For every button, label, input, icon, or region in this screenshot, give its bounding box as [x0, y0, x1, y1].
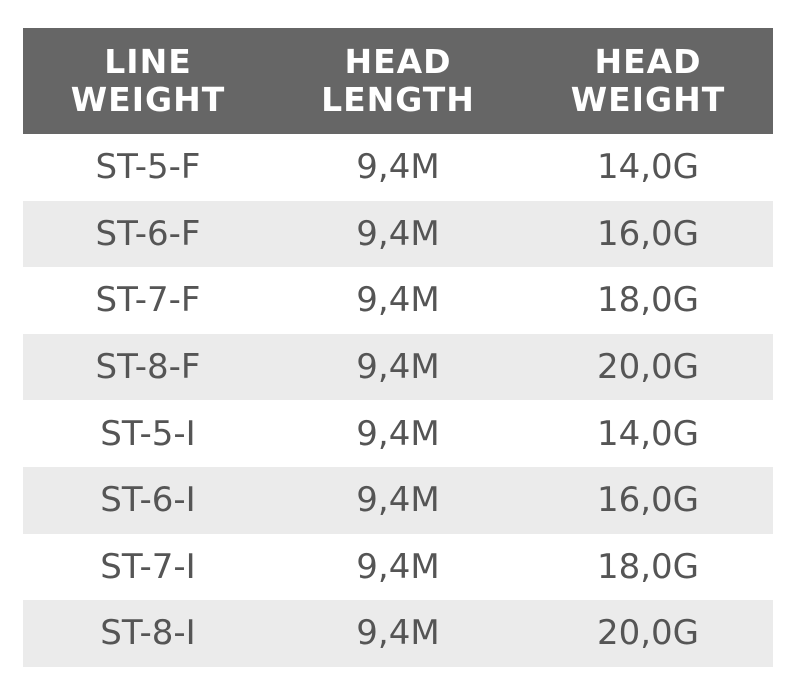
table-row: ST-6-F 9,4M 16,0G [23, 200, 773, 268]
head-length-cell: 9,4M [273, 600, 523, 667]
header-line2: WEIGHT [70, 80, 226, 119]
head-weight-cell: 14,0G [596, 413, 700, 454]
table-row: ST-5-I 9,4M 14,0G [23, 400, 773, 467]
line-weight-cell: ST-7-F [95, 280, 201, 321]
line-weight-cell: ST-5-I [100, 413, 196, 454]
head-length-cell: 9,4M [356, 280, 440, 321]
header-head-weight: HEAD WEIGHT [523, 28, 773, 134]
line-weight-cell: ST-8-I [23, 600, 273, 667]
head-weight-cell: 18,0G [596, 280, 700, 321]
table-row: ST-8-I 9,4M 20,0G [23, 600, 773, 667]
header-line2: LENGTH [321, 80, 475, 119]
head-weight-cell: 18,0G [596, 546, 700, 587]
head-length-cell: 9,4M [356, 546, 440, 587]
line-weight-cell: ST-8-F [23, 333, 273, 401]
header-head-length: HEAD LENGTH [273, 28, 523, 134]
header-line1: HEAD [344, 42, 452, 81]
line-weight-cell: ST-6-I [23, 466, 273, 534]
head-weight-cell: 16,0G [523, 200, 773, 268]
header-line2: WEIGHT [570, 80, 726, 119]
header-line1: HEAD [594, 42, 702, 81]
head-weight-cell: 16,0G [523, 466, 773, 534]
header-row: LINE WEIGHT HEAD LENGTH HEAD WEIGHT [23, 28, 773, 134]
head-weight-cell: 20,0G [523, 333, 773, 401]
head-length-cell: 9,4M [356, 147, 440, 188]
table-row: ST-7-F 9,4M 18,0G [23, 267, 773, 334]
head-weight-cell: 14,0G [596, 147, 700, 188]
table-row: ST-6-I 9,4M 16,0G [23, 466, 773, 534]
line-weight-cell: ST-5-F [95, 147, 201, 188]
table-row: ST-8-F 9,4M 20,0G [23, 333, 773, 401]
head-weight-cell: 20,0G [523, 600, 773, 667]
header-line-weight: LINE WEIGHT [23, 28, 273, 134]
line-weight-cell: ST-6-F [23, 200, 273, 268]
spec-table: LINE WEIGHT HEAD LENGTH HEAD WEIGHT ST-5-F 9… [23, 28, 773, 667]
header-line1: LINE [104, 42, 192, 81]
table-row: ST-7-I 9,4M 18,0G [23, 534, 773, 601]
head-length-cell: 9,4M [356, 413, 440, 454]
head-length-cell: 9,4M [273, 333, 523, 401]
head-length-cell: 9,4M [273, 466, 523, 534]
line-weight-cell: ST-7-I [100, 546, 196, 587]
table-row: ST-5-F 9,4M 14,0G [23, 134, 773, 201]
head-length-cell: 9,4M [273, 200, 523, 268]
